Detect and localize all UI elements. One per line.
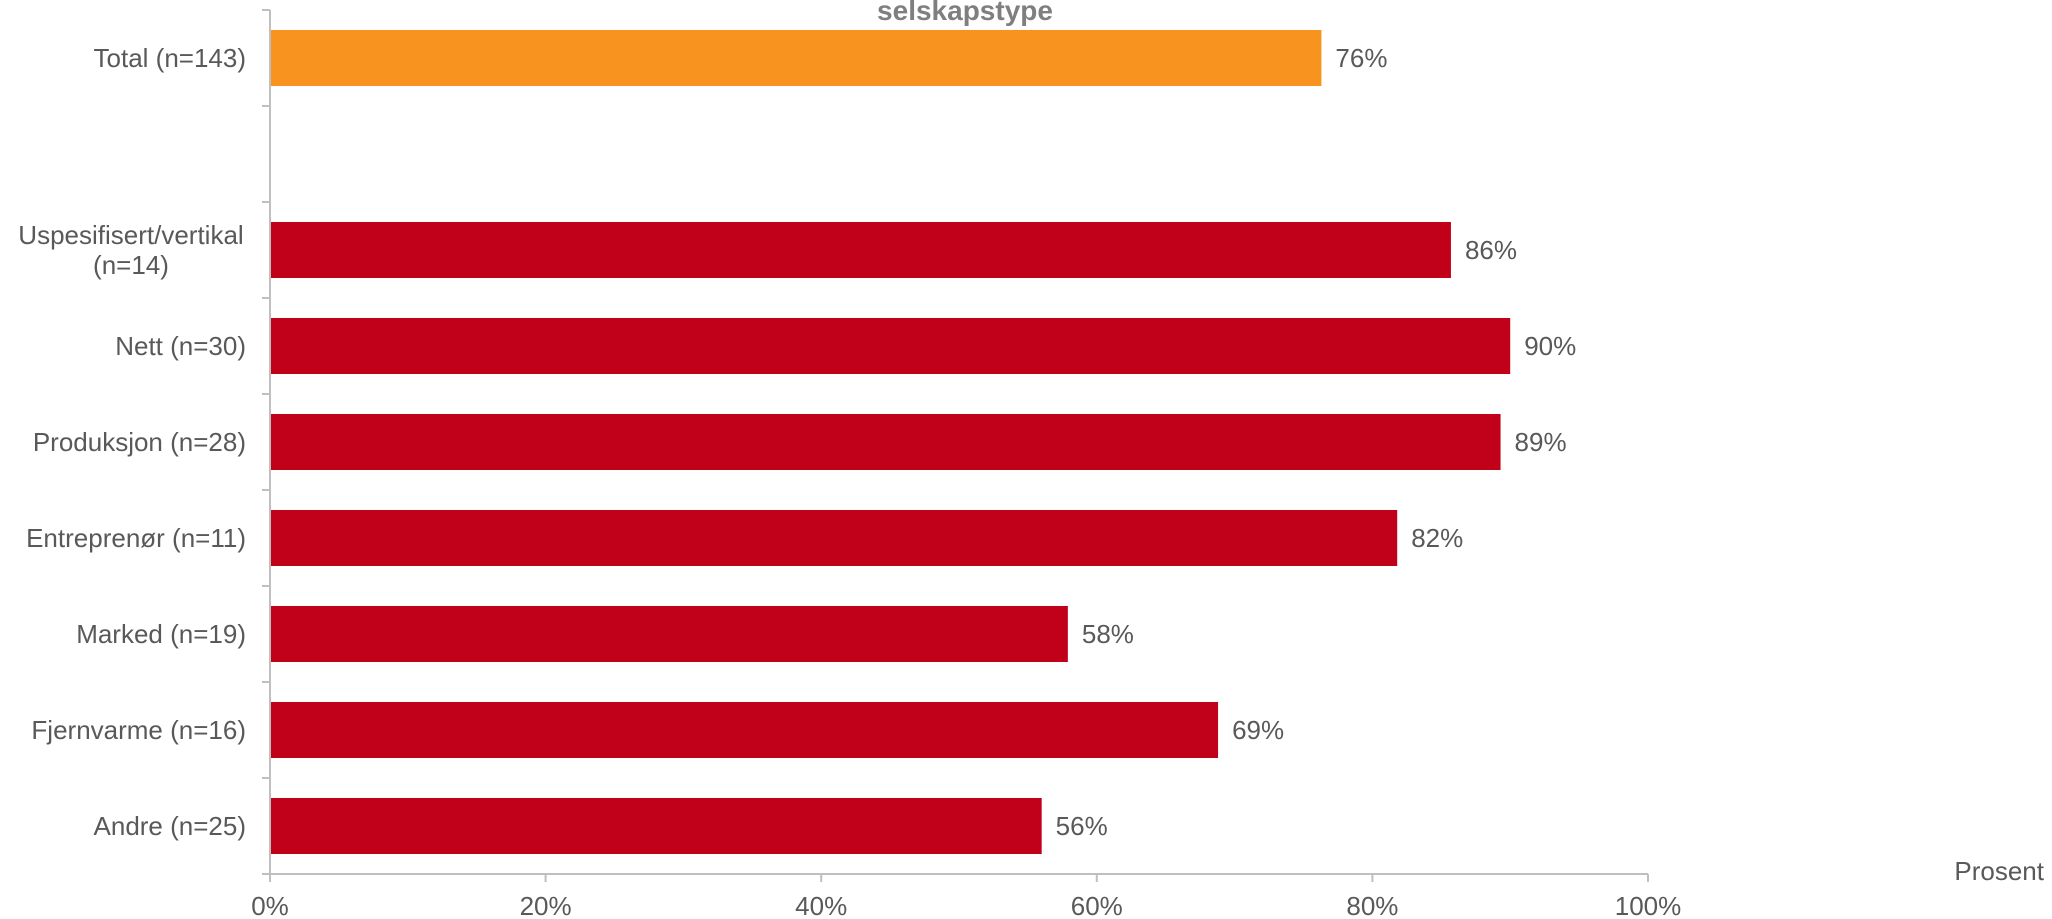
data-label-6: 58% (1082, 619, 1134, 649)
labels-group: 76% Total (n=143) 86% Uspesifisert/vertikal… (18, 43, 1681, 919)
x-axis-title: Prosent (1954, 856, 2044, 886)
bar-4 (270, 414, 1501, 470)
bar-3 (270, 318, 1511, 374)
x-tick-label-0: 0% (251, 891, 289, 919)
data-label-5: 82% (1411, 523, 1463, 553)
bar-8 (270, 798, 1042, 854)
data-label-8: 56% (1056, 811, 1108, 841)
x-tick-label-1: 20% (520, 891, 572, 919)
chart-title: selskapstype (877, 0, 1053, 26)
bar-0 (270, 30, 1322, 86)
data-label-4: 89% (1515, 427, 1567, 457)
data-label-7: 69% (1232, 715, 1284, 745)
category-label-2: Uspesifisert/vertikal (n=14) (18, 220, 243, 280)
category-label-4: Produksjon (n=28) (33, 427, 246, 457)
bar-2 (270, 222, 1451, 278)
data-label-2: 86% (1465, 235, 1517, 265)
data-label-0: 76% (1335, 43, 1387, 73)
category-label-8: Andre (n=25) (94, 811, 246, 841)
x-tick-label-3: 60% (1071, 891, 1123, 919)
x-tick-label-5: 100% (1615, 891, 1682, 919)
bar-7 (270, 702, 1219, 758)
category-label-0: Total (n=143) (94, 43, 246, 73)
bar-5 (270, 510, 1398, 566)
x-tick-label-4: 80% (1346, 891, 1398, 919)
axes-group (262, 9, 1649, 882)
category-label-3: Nett (n=30) (115, 331, 246, 361)
data-label-3: 90% (1524, 331, 1576, 361)
bar-6 (270, 606, 1068, 662)
bars-group (270, 30, 1511, 854)
category-label-7: Fjernvarme (n=16) (31, 715, 246, 745)
category-label-6: Marked (n=19) (76, 619, 246, 649)
category-label-5: Entreprenør (n=11) (26, 523, 246, 553)
x-tick-label-2: 40% (795, 891, 847, 919)
